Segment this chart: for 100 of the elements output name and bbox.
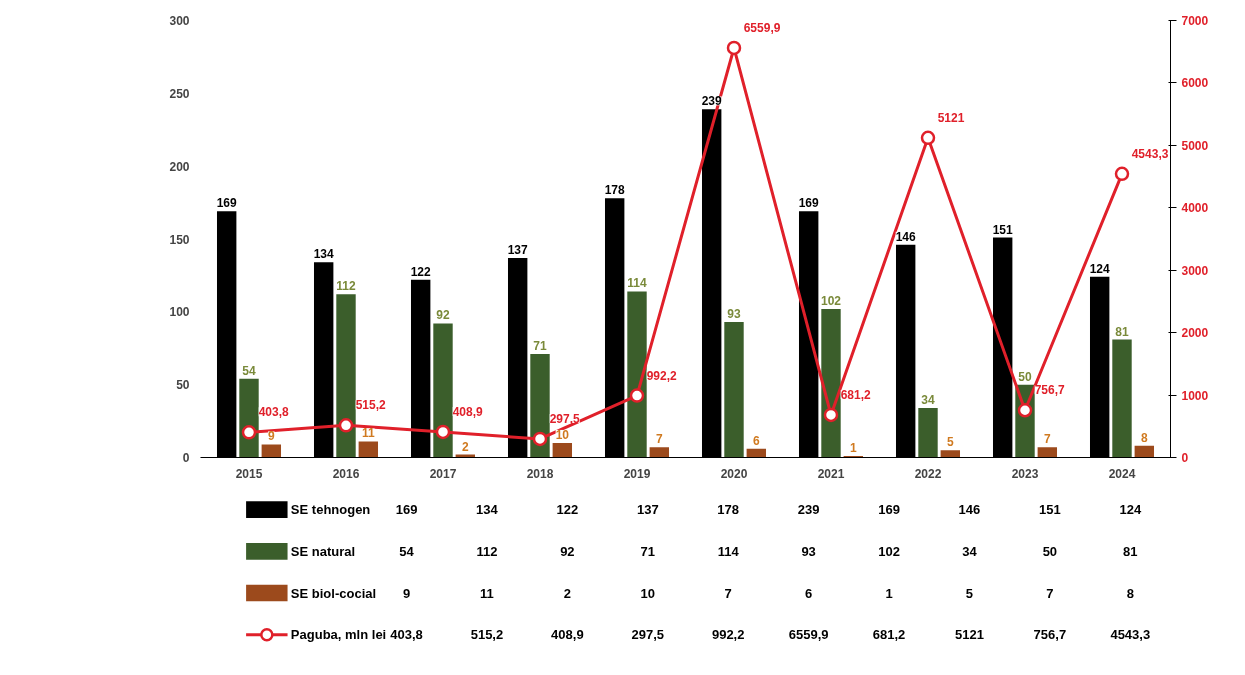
data-label: 114 xyxy=(627,276,648,291)
data-label: 1 xyxy=(849,441,857,456)
text: 112 xyxy=(476,543,498,559)
text: 681,2 xyxy=(872,627,906,643)
legend-label: SE biol-cocial xyxy=(290,585,377,601)
data-label: 5121 xyxy=(937,110,965,125)
data-label: 756,7 xyxy=(1034,383,1066,398)
data-label: 8 xyxy=(1140,430,1148,445)
text: 5121 xyxy=(954,627,984,643)
legend-label: SE natural xyxy=(290,543,356,559)
x-tick-label: 2019 xyxy=(623,466,651,481)
data-label: 403,8 xyxy=(258,405,290,420)
data-label: 169 xyxy=(798,196,820,211)
text: 54 xyxy=(399,543,414,559)
text: 178 xyxy=(717,502,740,518)
text: 124 xyxy=(1119,502,1142,518)
y2-tick-label: 0 xyxy=(1181,451,1189,465)
y-tick-label: 200 xyxy=(169,159,190,174)
text: 114 xyxy=(717,543,739,559)
text: 10 xyxy=(640,585,656,601)
text: 34 xyxy=(962,543,977,559)
text: 7 xyxy=(724,585,732,601)
data-label: 992,2 xyxy=(646,368,678,383)
x-tick-label: 2015 xyxy=(235,466,263,481)
y-tick-label: 250 xyxy=(169,86,190,101)
text: 137 xyxy=(636,502,659,518)
text: 169 xyxy=(395,502,418,518)
text: 756,7 xyxy=(1033,627,1067,643)
text: 992,2 xyxy=(711,627,745,643)
data-label: 239 xyxy=(701,94,723,109)
data-label: 297,5 xyxy=(549,411,581,426)
data-label: 137 xyxy=(507,242,529,257)
text: 102 xyxy=(878,543,900,559)
data-label: 146 xyxy=(895,229,917,244)
data-label: 81 xyxy=(1115,324,1129,339)
data-label: 5 xyxy=(946,435,954,450)
y-tick-label: 100 xyxy=(169,305,190,320)
text: 7 xyxy=(1046,585,1054,601)
y-tick-label: 150 xyxy=(169,232,190,247)
y2-tick-label: 4000 xyxy=(1181,201,1209,216)
data-label: 11 xyxy=(361,426,375,441)
text: 122 xyxy=(556,502,579,518)
x-tick-label: 2016 xyxy=(332,466,360,481)
data-label: 7 xyxy=(655,432,663,447)
text: 6 xyxy=(805,585,813,601)
data-label: 124 xyxy=(1089,261,1111,276)
x-tick-label: 2024 xyxy=(1108,466,1136,481)
data-label: 9 xyxy=(267,429,275,444)
text: 151 xyxy=(1039,502,1061,518)
data-label: 4543,3 xyxy=(1131,146,1169,161)
y2-tick-label: 6000 xyxy=(1181,76,1209,91)
text: 239 xyxy=(797,502,820,518)
text: 169 xyxy=(878,502,900,518)
x-tick-label: 2018 xyxy=(526,466,554,481)
y2-tick-label: 7000 xyxy=(1181,14,1209,28)
data-label: 169 xyxy=(216,196,238,211)
data-label: 50 xyxy=(1018,369,1032,384)
y2-tick-label: 5000 xyxy=(1181,138,1209,153)
text: 6559,9 xyxy=(788,627,829,643)
text: 146 xyxy=(958,502,981,518)
data-label: 408,9 xyxy=(452,404,484,419)
y-tick-label: 50 xyxy=(176,378,190,393)
data-label: 71 xyxy=(533,339,547,354)
legend-label: SE tehnogen xyxy=(290,502,371,518)
text: 2 xyxy=(563,585,571,601)
y-tick-label: 0 xyxy=(182,451,190,465)
data-label: 102 xyxy=(820,293,842,308)
text: 71 xyxy=(640,543,656,559)
data-label: 515,2 xyxy=(355,398,387,413)
y2-tick-label: 1000 xyxy=(1181,388,1209,403)
data-label: 151 xyxy=(992,222,1014,237)
text: 11 xyxy=(480,585,494,601)
data-label: 134 xyxy=(313,247,335,262)
text: 408,9 xyxy=(551,627,584,643)
data-label: 93 xyxy=(727,307,741,322)
text: 403,8 xyxy=(390,627,423,643)
y2-tick-label: 2000 xyxy=(1181,326,1209,341)
legend-label: Paguba, mln lei xyxy=(290,627,387,643)
x-tick-label: 2017 xyxy=(429,466,457,481)
text: 50 xyxy=(1042,543,1058,559)
y2-tick-label: 3000 xyxy=(1181,263,1209,278)
data-label: 681,2 xyxy=(840,387,872,402)
data-label: 6559,9 xyxy=(743,20,781,35)
data-label: 112 xyxy=(336,279,357,294)
data-label: 2 xyxy=(461,439,469,454)
data-label: 54 xyxy=(242,363,256,378)
text: 5 xyxy=(965,585,974,601)
text: 4543,3 xyxy=(1110,627,1151,643)
x-tick-label: 2021 xyxy=(817,466,845,481)
text: 515,2 xyxy=(470,627,504,643)
data-label: 34 xyxy=(921,392,935,407)
text: 92 xyxy=(560,543,575,559)
text: 1 xyxy=(885,585,893,601)
data-label: 178 xyxy=(604,183,626,198)
data-label: 122 xyxy=(410,264,432,279)
text: 8 xyxy=(1126,585,1134,601)
text: 93 xyxy=(801,543,816,559)
data-label: 10 xyxy=(555,427,570,442)
x-tick-label: 2022 xyxy=(914,466,942,481)
data-label: 6 xyxy=(752,433,760,448)
